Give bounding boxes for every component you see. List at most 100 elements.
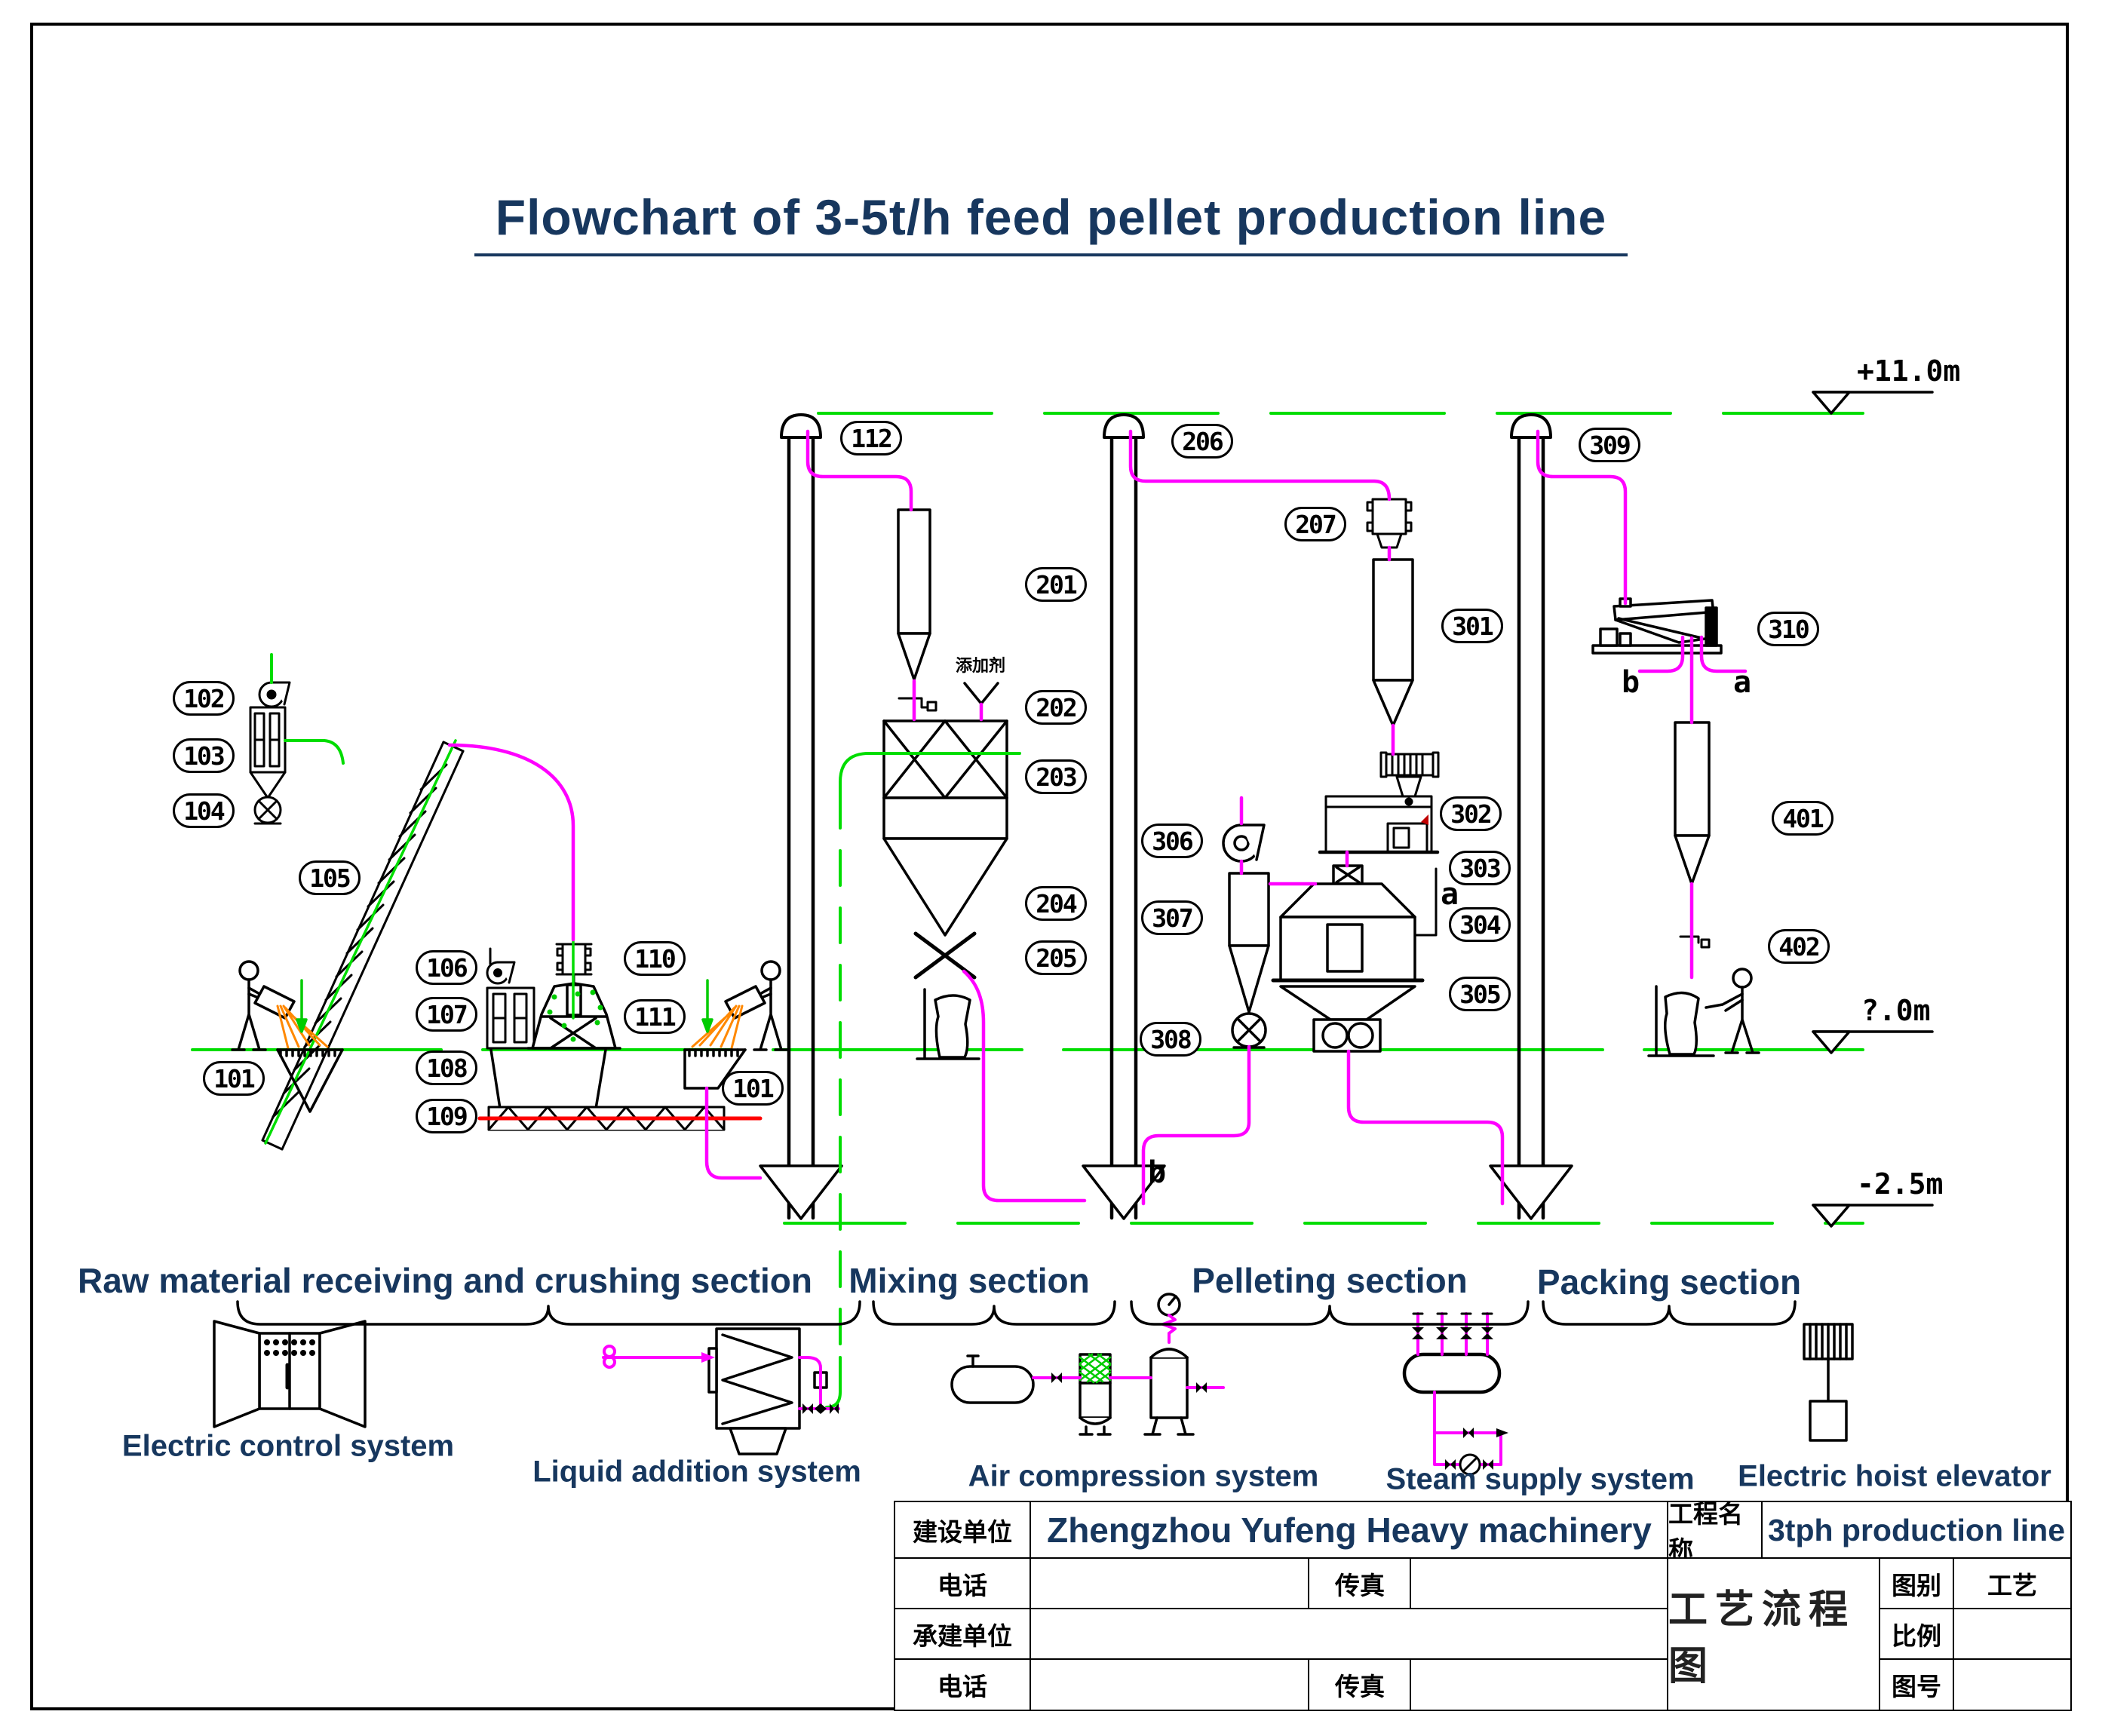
scale-value-cell [1953,1608,2072,1661]
equipment-tag-401: 401 [1772,801,1833,836]
material-spray-right [691,1004,744,1050]
equipment-tag-102: 102 [173,681,235,716]
section-braces [236,1300,1797,1326]
equipment-tag-203: 203 [1025,759,1087,794]
holding-silo-201 [897,508,931,681]
equipment-tag-103: 103 [173,738,235,773]
additive-funnel-202 [963,682,999,705]
fax2-value-cell[interactable] [1410,1658,1669,1711]
equipment-tag-101: 101 [722,1071,784,1106]
equipment-tag-402: 402 [1768,929,1830,964]
equipment-tag-107: 107 [416,997,477,1032]
equipment-tag-303: 303 [1449,851,1511,885]
phone-label-cell: 电话 [894,1557,1031,1610]
level-lines [191,412,1864,1225]
equipment-tag-304: 304 [1449,907,1511,942]
elevation-pit: -2.5m [1857,1167,1944,1201]
bag-off-packing [1647,985,1715,1057]
flow-point-tag-a: a [1732,665,1752,700]
bag-off-mixing [916,988,980,1060]
air-compression-unit [950,1293,1225,1436]
equipment-tag-104: 104 [173,793,235,828]
equipment-tag-309: 309 [1579,428,1640,462]
crusher-aspirator [486,947,535,1050]
section-label-receiving: Raw material receiving and crushing sect… [78,1261,812,1300]
steam-supply-unit [1402,1312,1508,1476]
project-label-cell: 工程名称 [1667,1501,1763,1560]
equipment-tag-306: 306 [1141,824,1203,858]
equipment-tag-109: 109 [416,1099,477,1133]
equipment-tag-101: 101 [203,1061,265,1096]
flow-lines [447,429,1748,1206]
number-value-cell [1953,1658,2072,1711]
equipment-tag-207: 207 [1284,507,1346,541]
type-value-cell: 工艺 [1953,1557,2072,1610]
owner-label-cell: 建设单位 [894,1501,1031,1560]
project-value-cell: 3tph production line [1761,1501,2072,1560]
equipment-tag-301: 301 [1441,609,1503,643]
page-title: Flowchart of 3-5t/h feed pellet producti… [0,189,2102,256]
liquid-addition-unit [602,1327,840,1455]
crusher-discharge-bin [489,1048,607,1110]
equipment-tag-110: 110 [624,941,686,976]
phone2-value-cell[interactable] [1030,1658,1310,1711]
equipment-tag-111: 111 [624,999,686,1034]
system-label-electric-control: Electric control system [121,1429,455,1463]
cyclone-307 [1228,872,1270,1049]
equipment-tag-305: 305 [1449,977,1511,1011]
silo-slide-gate [898,697,937,712]
equipment-tag-206: 206 [1171,424,1233,459]
worker-right [724,960,789,1051]
type-label-cell: 图别 [1878,1557,1955,1610]
mixer-203 [882,719,1008,980]
flow-point-tag-a: a [1440,877,1459,912]
section-label-mixing: Mixing section [848,1261,1090,1300]
flow-point-tag-b: b [1621,665,1640,700]
pellet-mill-302 [1318,751,1440,854]
equipment-tag-108: 108 [416,1050,477,1085]
flow-point-tag-b: b [1147,1155,1167,1190]
fax-value-cell[interactable] [1410,1557,1669,1610]
magnet-feeder-207 [1366,498,1413,549]
ground-stake-left [296,979,308,1033]
fax2-label-cell: 传真 [1308,1658,1412,1711]
elevation-top: +11.0m [1857,354,1961,388]
system-label-electric-hoist: Electric hoist elevator [1738,1459,2051,1493]
system-label-liquid-addition: Liquid addition system [532,1455,861,1489]
bucket-elevator-309 [1489,413,1573,1220]
dump-hopper-right [683,1048,747,1090]
dump-hopper-left [276,1048,344,1113]
equipment-tag-205: 205 [1025,940,1087,975]
elevation-ground: ?.0m [1861,994,1931,1027]
phone-value-cell[interactable] [1030,1557,1310,1610]
cooling-fan-306 [1222,824,1266,863]
crusher-green-marks [547,989,603,1042]
equipment-tag-105: 105 [299,860,361,895]
scale-label-cell: 比例 [1878,1608,1955,1661]
equipment-tag-202: 202 [1025,690,1087,725]
surge-bin-301 [1372,558,1414,727]
filter-duct-lines [270,653,345,765]
equipment-tag-302: 302 [1440,796,1502,831]
owner-value-cell: Zhengzhou Yufeng Heavy machinery [1030,1501,1669,1560]
inclined-conveyor-105 [261,739,465,1151]
material-spray-left [276,1004,329,1050]
crumbler-305 [1312,1018,1382,1053]
section-label-pelleting: Pelleting section [1192,1261,1468,1300]
worker-packing [1705,968,1760,1054]
electric-control-cabinet [213,1320,367,1428]
packing-bin-401 [1674,721,1711,885]
ground-stake-right [701,979,713,1033]
equipment-tag-307: 307 [1141,900,1203,935]
pulse-dust-filter [249,681,291,825]
contractor-value-cell[interactable] [1030,1608,1669,1661]
equipment-tag-310: 310 [1757,612,1819,646]
equipment-tag-201: 201 [1025,567,1087,602]
equipment-tag-112: 112 [840,421,902,455]
equipment-tag-106: 106 [416,950,477,985]
number-label-cell: 图号 [1878,1658,1955,1711]
equipment-tag-204: 204 [1025,886,1087,921]
system-label-steam-supply: Steam supply system [1385,1462,1695,1496]
contractor-label-cell: 承建单位 [894,1608,1031,1661]
mixer-liquid-duct [825,752,1021,1409]
